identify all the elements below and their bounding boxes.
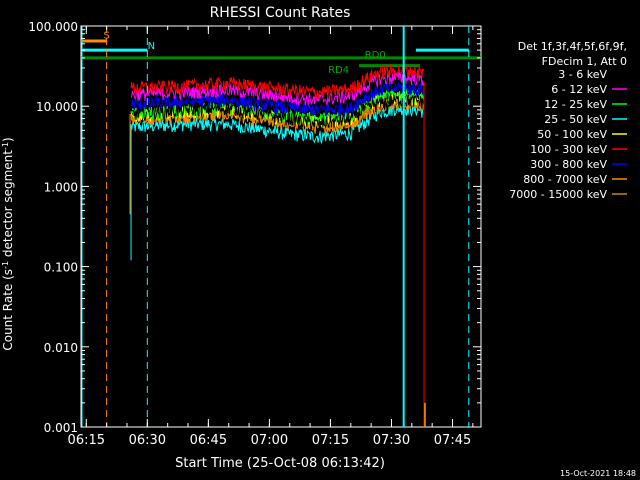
x-axis-label: Start Time (25-Oct-08 06:13:42) xyxy=(175,456,385,471)
x-tick-label: 06:30 xyxy=(129,433,166,448)
chart-title: RHESSI Count Rates xyxy=(210,5,351,21)
y-axis-label-part: detector segment xyxy=(1,150,15,261)
footer-date: 15-Oct-2021 18:48 xyxy=(560,469,636,478)
legend-label: 800 - 7000 keV xyxy=(523,173,607,186)
legend-label: 12 - 25 keV xyxy=(544,98,607,111)
y-axis-label-part: -1 xyxy=(1,142,10,150)
legend-header: Det 1f,3f,4f,5f,6f,9f, xyxy=(518,40,627,53)
y-tick-label: 0.001 xyxy=(44,421,78,435)
x-tick-label: 07:30 xyxy=(373,433,410,448)
vline-layer xyxy=(81,26,470,427)
series-line xyxy=(130,94,425,130)
flag-label: RD4 xyxy=(328,65,349,76)
flag-label: RD0 xyxy=(365,50,386,61)
y-axis-label-part: ) xyxy=(1,137,15,142)
y-tick-label: 10.000 xyxy=(36,100,78,114)
flag-label: S xyxy=(103,30,109,41)
y-axis-label-part: -1 xyxy=(1,261,10,269)
series-layer xyxy=(129,64,426,427)
y-axis-label-part: Count Rate (s xyxy=(1,269,15,351)
y-tick-label: 0.010 xyxy=(44,341,78,355)
x-tick-label: 06:45 xyxy=(190,433,227,448)
series-line xyxy=(130,70,425,106)
y-tick-label: 1.000 xyxy=(44,180,78,194)
legend-label: 7000 - 15000 keV xyxy=(509,188,607,201)
series-line xyxy=(130,81,425,118)
y-tick-label: 0.100 xyxy=(44,261,78,275)
x-tick-label: 07:15 xyxy=(312,433,349,448)
flag-label: N xyxy=(148,41,155,52)
legend-label: 300 - 800 keV xyxy=(530,158,607,171)
y-tick-label: 100.000 xyxy=(28,20,78,34)
legend-label: 100 - 300 keV xyxy=(530,143,607,156)
legend-label: 6 - 12 keV xyxy=(551,83,607,96)
x-tick-label: 06:15 xyxy=(68,433,105,448)
series-line xyxy=(130,64,425,100)
legend-label: 25 - 50 keV xyxy=(544,113,607,126)
plot-frame xyxy=(80,25,482,428)
legend-label: 3 - 6 keV xyxy=(558,68,607,81)
y-axis-label: Count Rate (s-1 detector segment-1) xyxy=(1,137,16,350)
x-tick-label: 07:45 xyxy=(434,433,471,448)
x-tick-label: 07:00 xyxy=(251,433,288,448)
legend-label: 50 - 100 keV xyxy=(537,128,607,141)
legend-header: FDecim 1, Att 0 xyxy=(542,55,627,68)
flag-bars: S N RD0 RD4 xyxy=(81,30,481,76)
legend: Det 1f,3f,4f,5f,6f,9f, FDecim 1, Att 03 -… xyxy=(509,40,627,201)
